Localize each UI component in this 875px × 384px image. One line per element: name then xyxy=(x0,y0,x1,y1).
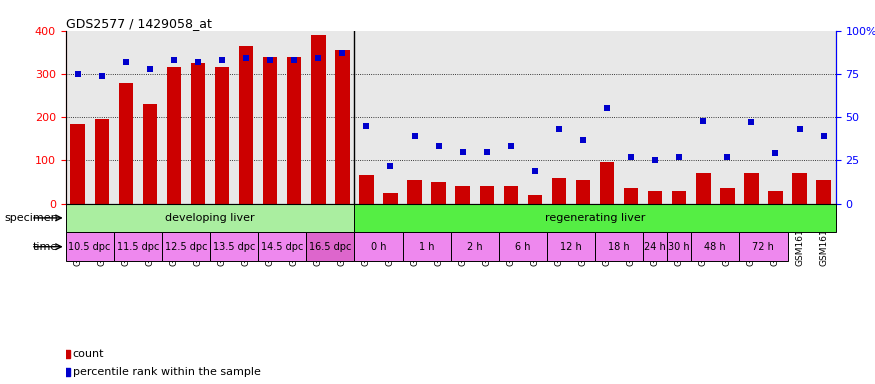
Bar xyxy=(648,190,662,204)
Bar xyxy=(94,119,109,204)
Bar xyxy=(335,50,350,204)
Bar xyxy=(258,232,306,261)
Text: 2 h: 2 h xyxy=(467,242,482,252)
Text: 14.5 dpc: 14.5 dpc xyxy=(261,242,304,252)
Text: specimen: specimen xyxy=(4,213,58,223)
Bar xyxy=(451,232,499,261)
Text: 11.5 dpc: 11.5 dpc xyxy=(116,242,159,252)
Text: 0 h: 0 h xyxy=(371,242,386,252)
Bar xyxy=(66,204,354,232)
Bar xyxy=(66,232,114,261)
Text: count: count xyxy=(73,349,104,359)
Bar xyxy=(287,56,301,204)
Bar xyxy=(595,232,643,261)
Bar xyxy=(696,173,710,204)
Text: 72 h: 72 h xyxy=(752,242,774,252)
Bar xyxy=(431,182,446,204)
Bar xyxy=(312,35,326,204)
Bar xyxy=(408,180,422,204)
Bar xyxy=(354,204,836,232)
Bar xyxy=(499,232,547,261)
Bar xyxy=(191,63,206,204)
Bar xyxy=(114,232,162,261)
Bar xyxy=(624,189,639,204)
Text: 10.5 dpc: 10.5 dpc xyxy=(68,242,111,252)
Text: GDS2577 / 1429058_at: GDS2577 / 1429058_at xyxy=(66,17,212,30)
Bar xyxy=(643,232,668,261)
Bar xyxy=(383,193,397,204)
Bar xyxy=(552,177,566,204)
Bar xyxy=(504,186,518,204)
Text: percentile rank within the sample: percentile rank within the sample xyxy=(73,366,261,377)
Bar xyxy=(210,232,258,261)
Text: 16.5 dpc: 16.5 dpc xyxy=(309,242,352,252)
Bar xyxy=(668,232,691,261)
Bar xyxy=(119,83,133,204)
Text: 48 h: 48 h xyxy=(704,242,726,252)
Bar xyxy=(528,195,542,204)
Bar xyxy=(71,124,85,204)
Bar xyxy=(739,232,788,261)
Bar xyxy=(215,68,229,204)
Bar xyxy=(456,186,470,204)
Bar xyxy=(576,180,591,204)
Bar xyxy=(768,190,783,204)
Text: 18 h: 18 h xyxy=(608,242,630,252)
Bar xyxy=(306,232,354,261)
Bar xyxy=(480,186,494,204)
Text: 1 h: 1 h xyxy=(419,242,434,252)
Bar xyxy=(162,232,210,261)
Text: 30 h: 30 h xyxy=(668,242,690,252)
Bar xyxy=(600,162,614,204)
Bar xyxy=(691,232,739,261)
Bar xyxy=(167,68,181,204)
Text: 13.5 dpc: 13.5 dpc xyxy=(213,242,256,252)
Text: developing liver: developing liver xyxy=(165,213,255,223)
Bar xyxy=(402,232,451,261)
Text: 12.5 dpc: 12.5 dpc xyxy=(164,242,207,252)
Bar xyxy=(793,173,807,204)
Bar xyxy=(239,46,254,204)
Text: 24 h: 24 h xyxy=(644,242,666,252)
Bar xyxy=(354,232,402,261)
Text: 6 h: 6 h xyxy=(515,242,530,252)
Bar xyxy=(816,180,831,204)
Bar xyxy=(263,56,277,204)
Bar xyxy=(360,175,374,204)
Text: regenerating liver: regenerating liver xyxy=(545,213,645,223)
Text: 12 h: 12 h xyxy=(560,242,582,252)
Bar xyxy=(745,173,759,204)
Bar xyxy=(143,104,158,204)
Text: time: time xyxy=(32,242,58,252)
Bar xyxy=(547,232,595,261)
Bar xyxy=(672,190,687,204)
Bar xyxy=(720,189,735,204)
